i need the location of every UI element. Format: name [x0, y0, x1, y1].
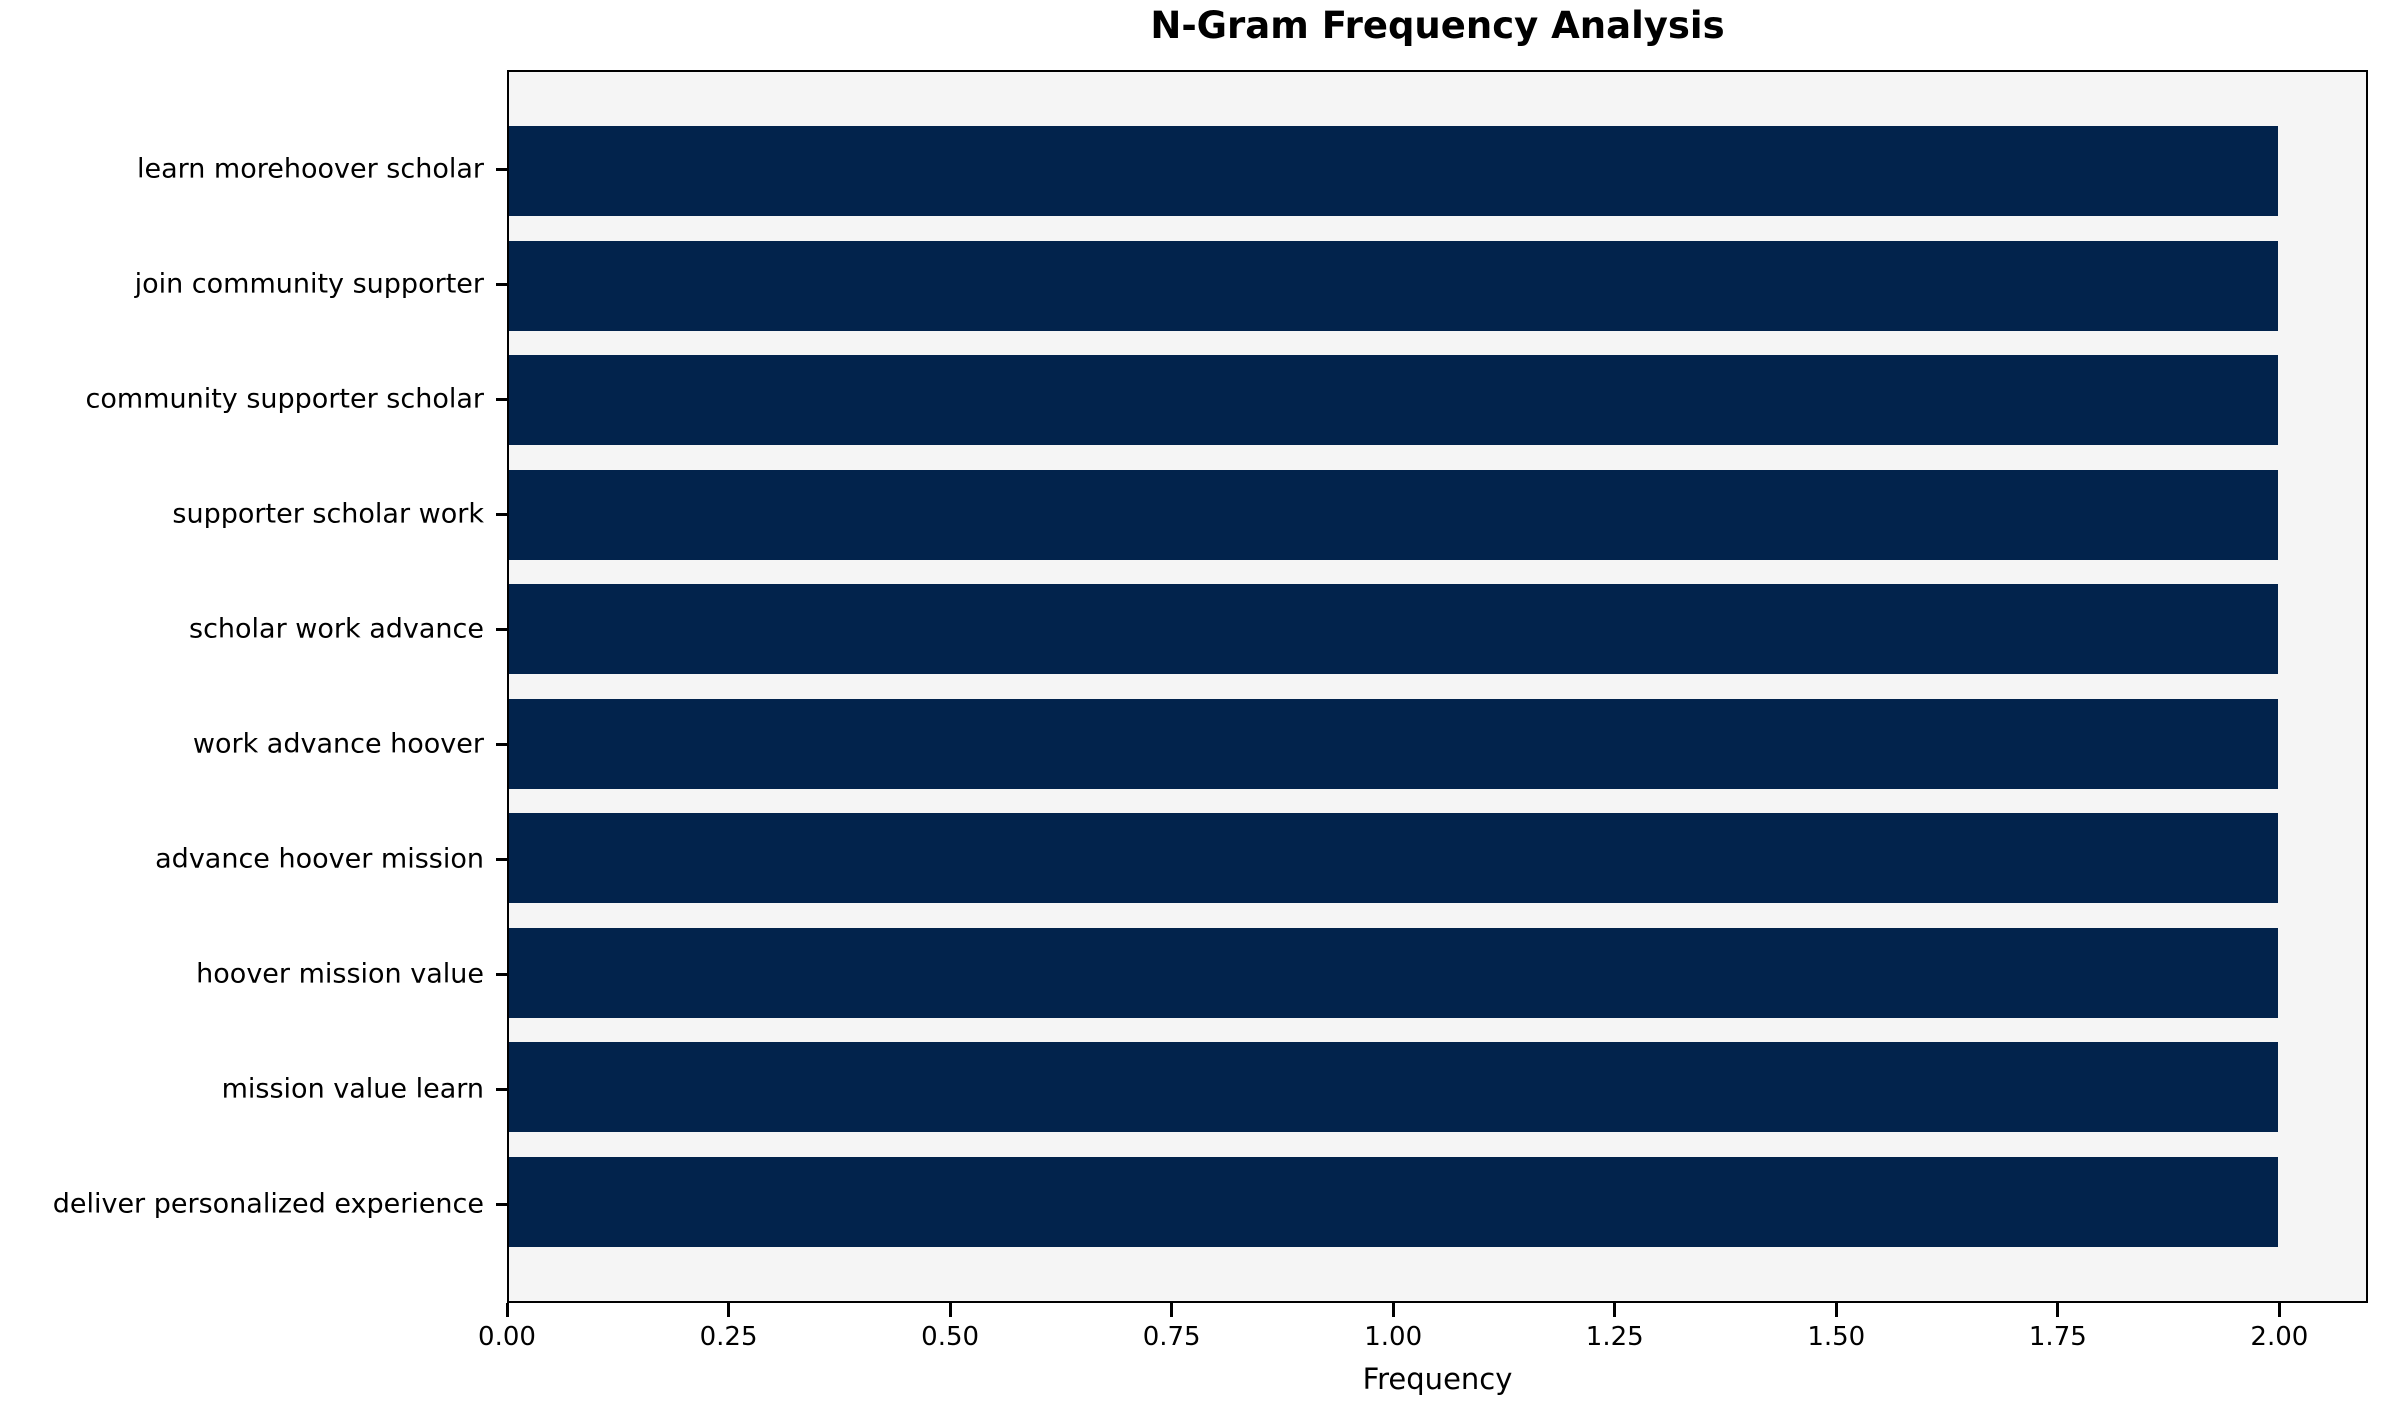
bar: [509, 355, 2278, 446]
x-tick-label: 0.50: [921, 1322, 980, 1352]
y-tick-label: community supporter scholar: [85, 383, 485, 415]
x-tick-mark: [727, 1303, 731, 1317]
bar: [509, 1156, 2278, 1247]
y-tick-label: scholar work advance: [189, 613, 484, 645]
x-tick-label: 1.50: [1807, 1322, 1866, 1352]
y-tick-mark: [496, 397, 507, 401]
y-tick-mark: [496, 1087, 507, 1091]
y-tick-label: advance hoover mission: [155, 843, 484, 875]
x-tick-label: 1.00: [1364, 1322, 1423, 1352]
y-tick-mark: [496, 627, 507, 631]
x-tick-mark: [1613, 1303, 1617, 1317]
x-tick-label: 1.75: [2028, 1322, 2087, 1352]
y-tick-label: work advance hoover: [192, 728, 484, 760]
x-tick-mark: [2056, 1303, 2060, 1317]
bar: [509, 698, 2278, 789]
x-tick-mark: [948, 1303, 952, 1317]
y-tick-mark: [496, 1202, 507, 1206]
y-tick-mark: [496, 167, 507, 171]
bar: [509, 584, 2278, 675]
bar: [509, 813, 2278, 904]
bars-container: [509, 72, 2366, 1301]
x-tick-mark: [1170, 1303, 1174, 1317]
x-tick-label: 0.75: [1142, 1322, 1201, 1352]
x-tick-label: 0.25: [699, 1322, 758, 1352]
x-axis-label: Frequency: [1362, 1362, 1513, 1396]
bar: [509, 1042, 2278, 1133]
chart-title: N-Gram Frequency Analysis: [1150, 4, 1725, 47]
x-tick-label: 1.25: [1585, 1322, 1644, 1352]
y-tick-label: deliver personalized experience: [52, 1188, 484, 1220]
bar: [509, 126, 2278, 216]
y-tick-label: mission value learn: [221, 1073, 484, 1105]
y-tick-label: learn morehoover scholar: [136, 153, 484, 185]
y-tick-label: hoover mission value: [196, 958, 484, 990]
y-tick-mark: [496, 512, 507, 516]
x-tick-mark: [2277, 1303, 2281, 1317]
x-tick-label: 2.00: [2250, 1322, 2309, 1352]
y-tick-mark: [496, 742, 507, 746]
x-tick-mark: [505, 1303, 509, 1317]
y-tick-mark: [496, 282, 507, 286]
y-tick-mark: [496, 972, 507, 976]
x-tick-label: 0.00: [478, 1322, 536, 1352]
plot-area: [507, 70, 2368, 1303]
bar: [509, 240, 2278, 331]
y-tick-mark: [496, 857, 507, 861]
x-tick-mark: [1391, 1303, 1395, 1317]
bar: [509, 469, 2278, 560]
x-tick-mark: [1834, 1303, 1838, 1317]
y-tick-label: supporter scholar work: [172, 498, 484, 530]
y-tick-label: join community supporter: [134, 268, 484, 300]
bar: [509, 927, 2278, 1018]
